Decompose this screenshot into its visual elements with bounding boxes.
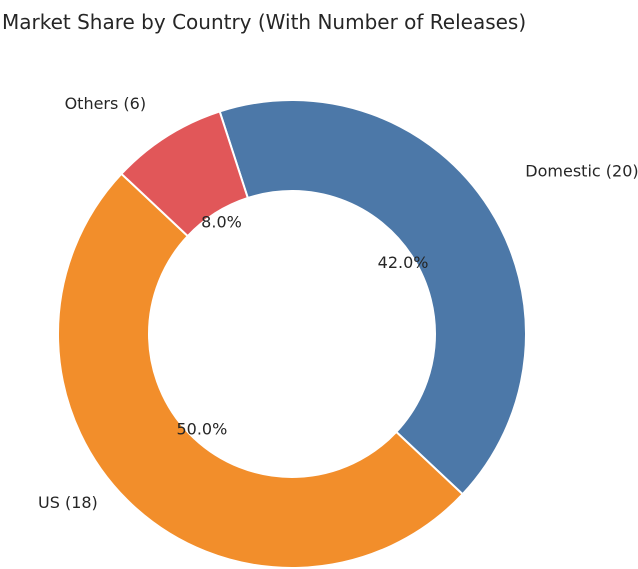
- slice-percent-others: 8.0%: [201, 212, 242, 231]
- slice-percent-us: 50.0%: [176, 419, 227, 438]
- slice-others: [120, 110, 250, 238]
- slice-labels: Domestic (20) 42.0% US (18) 50.0% Others (6)…: [38, 94, 638, 512]
- slice-label-others: Others (6): [65, 94, 147, 113]
- slice-label-us: US (18): [38, 493, 98, 512]
- donut-slices: [57, 99, 527, 569]
- chart-title: Market Share by Country (With Number of …: [2, 10, 526, 34]
- slice-label-domestic: Domestic (20): [525, 162, 638, 181]
- slice-us: [57, 172, 464, 569]
- slice-percent-domestic: 42.0%: [378, 253, 429, 272]
- slice-domestic: [218, 99, 527, 496]
